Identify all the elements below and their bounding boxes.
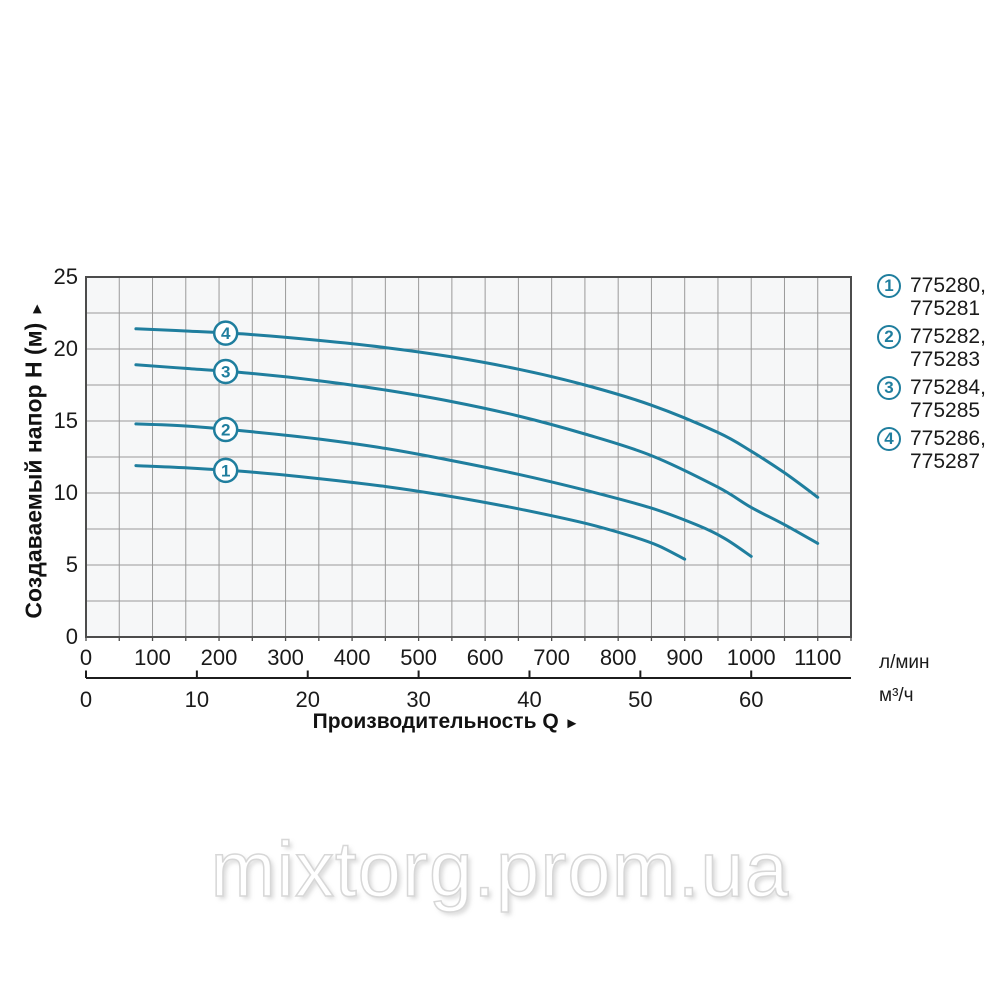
- x-axis-unit-m3h: м³/ч: [879, 685, 914, 706]
- legend-codes: 775282, 775283: [910, 325, 986, 371]
- pump-curve-2: [134, 422, 753, 558]
- x-axis-tick-label-lmin: 0: [79, 645, 93, 670]
- legend-number-circle: 3: [877, 376, 901, 400]
- x-axis-tick-label-m3h: 0: [79, 687, 93, 712]
- curve-marker-circle: [212, 457, 239, 484]
- legend-codes: 775284, 775285: [910, 376, 986, 422]
- x-axis-title-text: Производительность Q: [312, 710, 559, 733]
- x-axis-tick-label-m3h: 30: [406, 687, 431, 712]
- x-axis-tick-label-lmin: 200: [200, 645, 238, 670]
- x-axis-tick-label-lmin: 1000: [726, 645, 776, 670]
- x-axis-unit-lmin: л/мин: [879, 652, 930, 673]
- legend-code-line: 775287: [910, 450, 981, 473]
- y-axis-tick-label: 5: [65, 552, 78, 577]
- x-axis-tick-label-lmin: 600: [466, 645, 504, 670]
- curve-marker-circle: [212, 358, 239, 385]
- y-axis-tick-label: 10: [53, 480, 78, 505]
- x-axis-tick-label-lmin: 300: [267, 645, 304, 670]
- x-axis-tick-label-lmin: 100: [134, 645, 171, 670]
- legend-code-line: 775281: [910, 297, 981, 320]
- legend-codes: 775280, 775281: [910, 274, 986, 320]
- x-axis-tick-label-lmin: 800: [599, 645, 637, 670]
- legend-item: 1 775280, 775281: [877, 274, 986, 320]
- legend-code-line: 775285: [910, 399, 981, 422]
- x-axis-arrow-icon: ►: [564, 715, 580, 732]
- y-axis-tick-label: 20: [53, 336, 78, 361]
- legend-code-line: 775286,: [910, 427, 986, 450]
- pump-curve-4: [134, 327, 820, 499]
- curve-marker-number: 4: [221, 324, 231, 343]
- x-axis-title: Производительность Q ►: [86, 710, 806, 734]
- legend-code-line: 775284,: [910, 376, 986, 399]
- x-axis-tick-label-lmin: 700: [533, 645, 570, 670]
- legend: 1 775280, 775281 2 775282, 775283 3 7752…: [877, 274, 986, 478]
- x-axis-tick-label-m3h: 50: [628, 687, 653, 712]
- curve-marker-circle: [212, 416, 239, 443]
- curve-marker-number: 1: [221, 461, 230, 480]
- legend-item: 4 775286, 775287: [877, 427, 986, 473]
- legend-item: 2 775282, 775283: [877, 325, 986, 371]
- x-axis-tick-label-m3h: 60: [738, 687, 764, 712]
- x-axis-tick-label-lmin: 400: [333, 645, 371, 670]
- legend-code-line: 775280,: [910, 274, 986, 297]
- curve-marker-circle: [212, 320, 239, 346]
- legend-number-circle: 4: [877, 427, 901, 451]
- legend-number-circle: 1: [877, 274, 901, 298]
- legend-code-line: 775283: [910, 348, 981, 371]
- x-axis-tick-label-m3h: 20: [295, 687, 320, 712]
- y-axis-arrow-icon: ►: [28, 301, 46, 317]
- x-axis-tick-label-lmin: 500: [400, 645, 437, 670]
- x-axis-tick-label-lmin: 1100: [794, 645, 842, 670]
- curve-marker-number: 2: [221, 420, 230, 439]
- curve-marker-number: 3: [221, 362, 230, 381]
- y-axis-tick-label: 15: [53, 408, 78, 433]
- legend-codes: 775286, 775287: [910, 427, 986, 473]
- legend-item: 3 775284, 775285: [877, 376, 986, 422]
- plot-border: [85, 276, 852, 638]
- pump-curve-3: [134, 363, 820, 545]
- legend-code-line: 775282,: [910, 325, 986, 348]
- watermark: mixtorg.prom.ua: [210, 824, 790, 914]
- x-axis-tick-label-lmin: 900: [666, 645, 704, 670]
- y-axis-tick-label: 25: [53, 264, 78, 289]
- legend-number-circle: 2: [877, 325, 901, 349]
- y-axis-tick-label: 0: [65, 624, 78, 649]
- x-axis-tick-label-m3h: 10: [184, 687, 210, 712]
- x-axis-tick-label-m3h: 40: [517, 687, 542, 712]
